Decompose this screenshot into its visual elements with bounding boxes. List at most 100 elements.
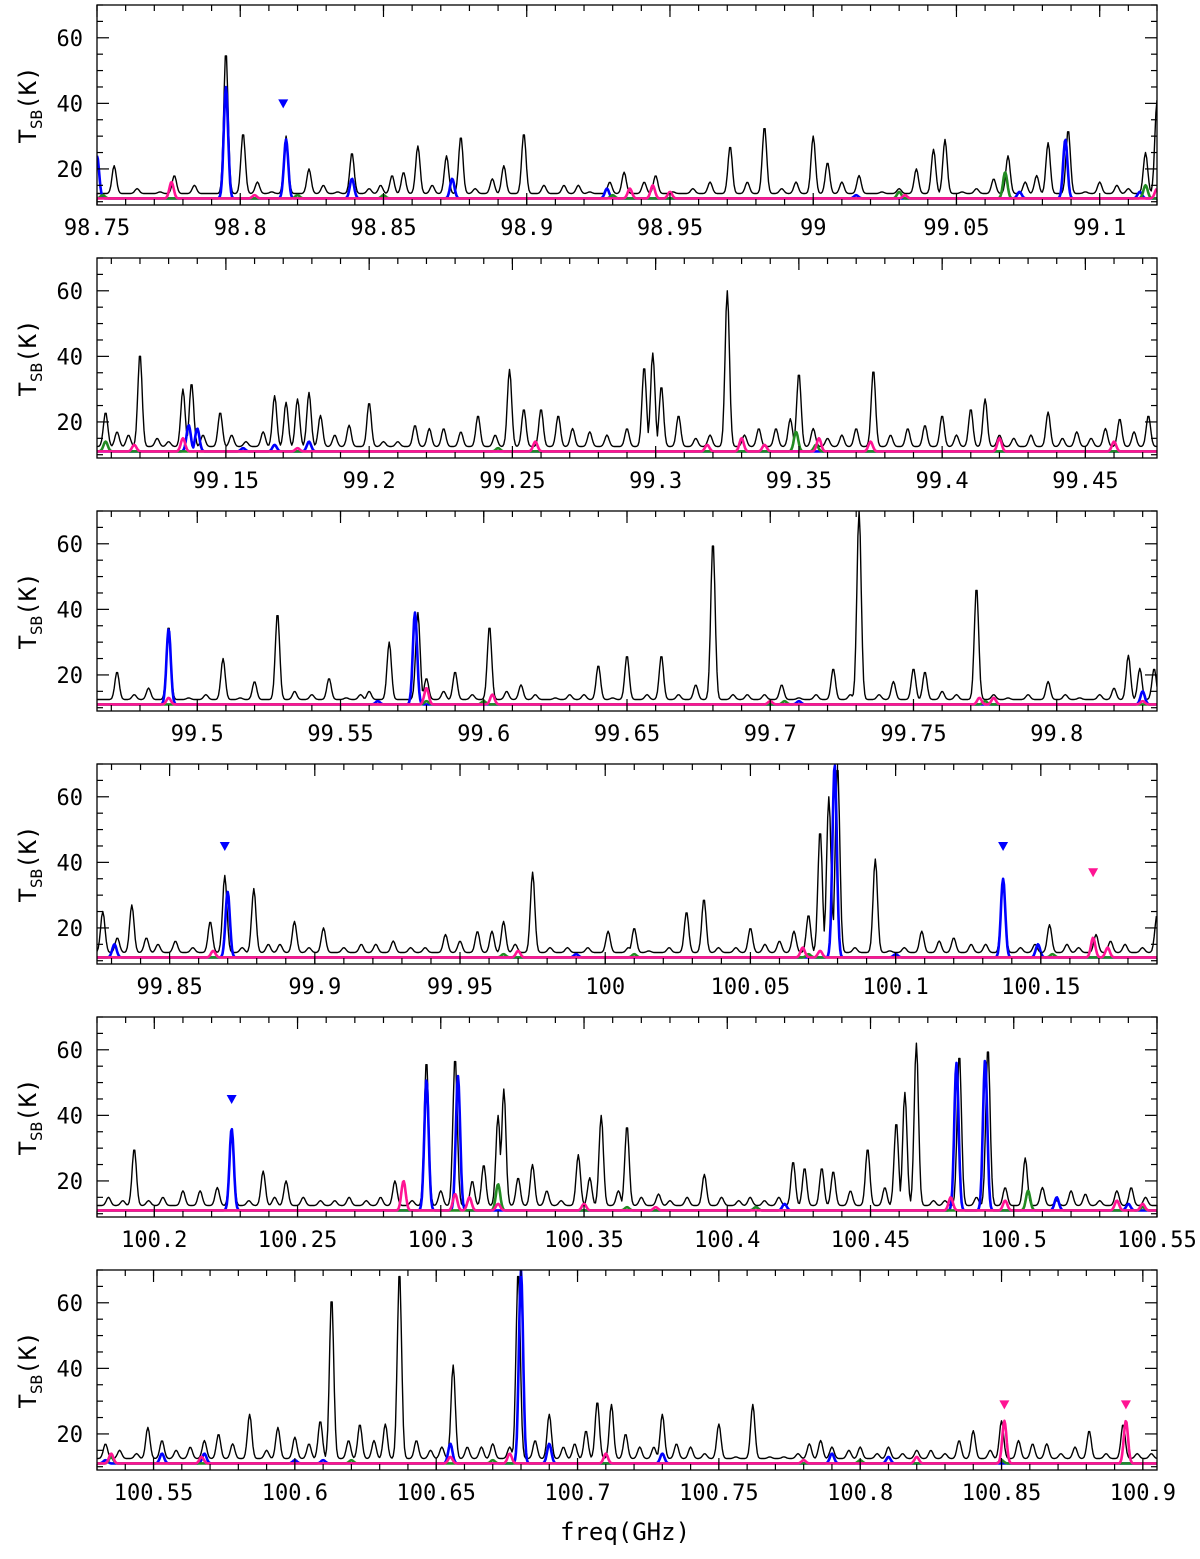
y-tick-label: 60 (57, 786, 84, 811)
x-tick-label: 100.2 (121, 1228, 187, 1253)
y-tick-label: 40 (57, 598, 84, 623)
observed-spectrum-line (97, 290, 1157, 448)
spectrum-panel-6: 100.55 100.6 100.65 100.7 100.75 100.8 100.85 1… (14, 1269, 1176, 1506)
x-tick-label: 99.1 (1073, 216, 1126, 241)
x-tick-label: 98.9 (500, 216, 553, 241)
spectrum-panel-5: 100.2 100.25 100.3 100.35 100.4 100.45 100.5 10… (14, 1016, 1197, 1253)
x-tick-label: 100 (585, 975, 625, 1000)
x-tick-label: 99.2 (343, 469, 396, 494)
y-tick-label: 60 (57, 27, 84, 52)
y-tick-label: 20 (57, 1170, 84, 1195)
observed-spectrum-line (97, 55, 1157, 195)
x-tick-label: 100.25 (258, 1228, 337, 1253)
x-tick-label: 99.15 (193, 469, 259, 494)
x-tick-label: 98.8 (214, 216, 267, 241)
x-tick-label: 100.7 (544, 1481, 610, 1506)
x-tick-label: 99.05 (923, 216, 989, 241)
y-tick-label: 20 (57, 917, 84, 942)
model_c-model-line (97, 180, 1157, 200)
x-tick-label: 99.45 (1052, 469, 1118, 494)
plot-frame (96, 257, 1158, 459)
x-tick-label: 100.8 (827, 1481, 893, 1506)
y-axis-title: TSB(K) (14, 319, 46, 396)
model_c-model-line (97, 1179, 1157, 1212)
x-tick-label: 99.55 (307, 722, 373, 747)
observed-spectrum-line (97, 769, 1157, 954)
x-axis-title: freq(GHz) (559, 1518, 691, 1546)
x-tick-label: 100.5 (981, 1228, 1047, 1253)
line-marker-triangle (1120, 1400, 1131, 1410)
y-axis-title: TSB(K) (14, 572, 46, 649)
x-tick-label: 99.5 (171, 722, 224, 747)
line-marker-triangle (278, 99, 289, 109)
y-axis-title: TSB(K) (14, 825, 46, 902)
observed-spectrum-line (97, 511, 1157, 701)
spectrum-panel-2: 99.15 99.2 99.25 99.3 99.35 99.4 99.45 20 40 60 TS… (14, 257, 1158, 494)
x-tick-label: 99.95 (427, 975, 493, 1000)
x-tick-label: 100.55 (114, 1481, 193, 1506)
x-tick-label: 100.45 (831, 1228, 910, 1253)
y-tick-label: 60 (57, 280, 84, 305)
x-tick-label: 98.85 (350, 216, 416, 241)
x-tick-label: 100.3 (408, 1228, 474, 1253)
x-tick-label: 100.9 (1110, 1481, 1176, 1506)
model_b-model-line (97, 1183, 1157, 1212)
line-marker-triangle (226, 1094, 237, 1104)
x-tick-label: 99.3 (629, 469, 682, 494)
model_a-model-line (97, 1059, 1157, 1212)
x-tick-label: 98.95 (637, 216, 703, 241)
model_a-model-line (97, 764, 1157, 959)
x-tick-label: 100.85 (962, 1481, 1041, 1506)
x-tick-label: 100.1 (863, 975, 929, 1000)
spectrum-panel-1: 98.75 98.8 98.85 98.9 98.95 99 99.05 99.1 20 40 60… (14, 4, 1158, 241)
plot-frame (96, 1269, 1158, 1471)
x-tick-label: 100.05 (711, 975, 790, 1000)
line-marker-triangle (998, 841, 1009, 851)
y-tick-label: 20 (57, 411, 84, 436)
observed-spectrum-line (97, 1275, 1157, 1460)
x-tick-label: 100.35 (544, 1228, 623, 1253)
x-tick-label: 100.6 (262, 1481, 328, 1506)
x-tick-label: 100.65 (396, 1481, 475, 1506)
x-tick-label: 99.75 (880, 722, 946, 747)
x-tick-label: 99 (800, 216, 827, 241)
x-tick-label: 99.35 (766, 469, 832, 494)
x-tick-label: 100.75 (679, 1481, 758, 1506)
y-tick-label: 40 (57, 1357, 84, 1382)
y-axis-title: TSB(K) (14, 1331, 46, 1408)
y-tick-label: 20 (57, 664, 84, 689)
line-marker-triangle (1088, 868, 1099, 878)
plot-frame (96, 1016, 1158, 1218)
x-tick-label: 99.8 (1030, 722, 1083, 747)
x-tick-label: 100.55 (1117, 1228, 1196, 1253)
spectrum-panel-4: 99.85 99.9 99.95 100 100.05 100.1 100.15 20 40 60… (14, 763, 1158, 1000)
line-marker-triangle (219, 841, 230, 851)
x-tick-label: 99.65 (594, 722, 660, 747)
model_c-model-line (97, 1419, 1157, 1465)
y-tick-label: 20 (57, 1423, 84, 1448)
plot-frame (96, 763, 1158, 965)
x-tick-label: 99.85 (136, 975, 202, 1000)
plot-frame (96, 510, 1158, 712)
x-tick-label: 99.4 (916, 469, 969, 494)
x-tick-label: 99.25 (479, 469, 545, 494)
y-tick-label: 60 (57, 533, 84, 558)
y-tick-label: 40 (57, 851, 84, 876)
x-tick-label: 100.15 (1001, 975, 1080, 1000)
x-tick-label: 99.9 (288, 975, 341, 1000)
x-tick-label: 99.6 (457, 722, 510, 747)
observed-spectrum-line (97, 1042, 1157, 1207)
model_a-model-line (97, 1270, 1157, 1465)
model_c-model-line (97, 437, 1157, 453)
y-tick-label: 20 (57, 158, 84, 183)
y-tick-label: 40 (57, 345, 84, 370)
model_c-model-line (97, 936, 1157, 959)
y-axis-title: TSB(K) (14, 66, 46, 143)
y-tick-label: 60 (57, 1292, 84, 1317)
y-tick-label: 60 (57, 1039, 84, 1064)
plot-frame (96, 4, 1158, 206)
x-tick-label: 100.4 (694, 1228, 760, 1253)
line-marker-triangle (999, 1400, 1010, 1410)
y-axis-title: TSB(K) (14, 1078, 46, 1155)
